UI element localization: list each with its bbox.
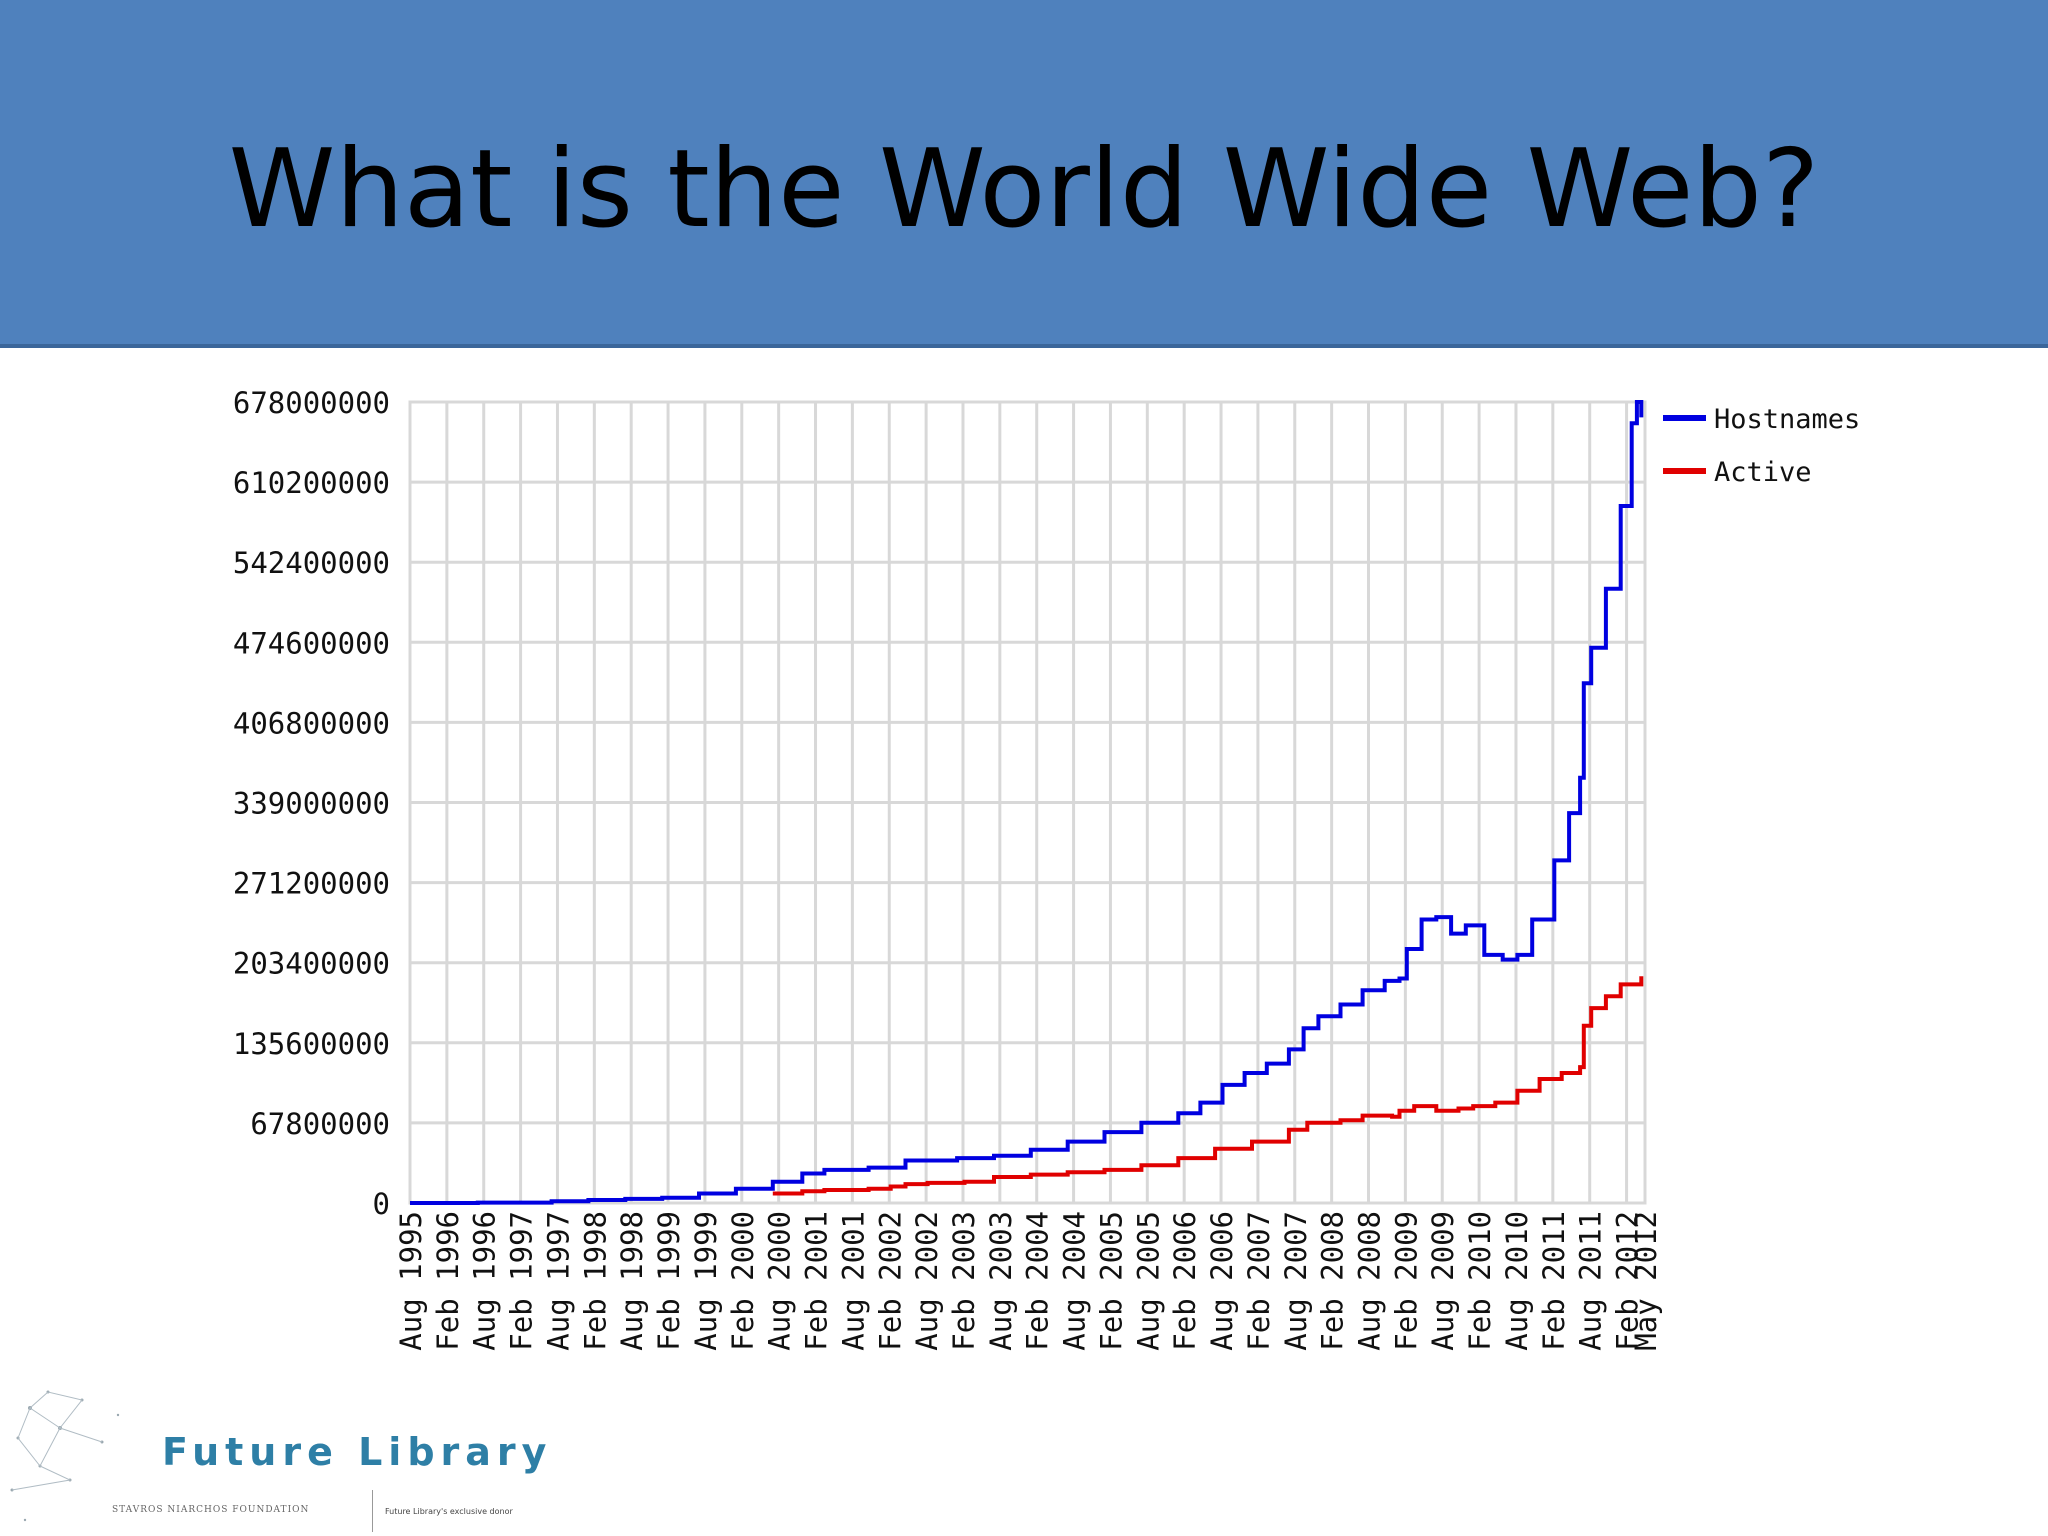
series-line-active <box>772 976 1644 1196</box>
x-tick-label: Feb 2012 <box>1611 1211 1645 1351</box>
x-tick-label: Feb 1998 <box>578 1211 612 1351</box>
hostname-growth-chart: 0 67800000 135600000 203400000 271200000 3390… <box>233 386 1860 1351</box>
series-line-hostnames <box>410 400 1644 1205</box>
x-tick-label: Feb 2005 <box>1094 1211 1128 1351</box>
x-axis-tick-labels: Aug 1995 Feb 1996 Aug 1996 Feb 1997 Aug 1997… <box>394 1211 1663 1351</box>
x-tick-label: Feb 1996 <box>431 1211 465 1351</box>
x-tick-label: Aug 2005 <box>1131 1211 1165 1351</box>
y-axis-tick-labels: 0 67800000 135600000 203400000 271200000 3390… <box>233 386 390 1221</box>
x-tick-label: Feb 2003 <box>947 1211 981 1351</box>
x-tick-label: Aug 2004 <box>1058 1211 1092 1351</box>
x-tick-label: Feb 2004 <box>1021 1211 1055 1351</box>
x-tick-label: Aug 2008 <box>1353 1211 1387 1351</box>
chart-legend: Hostnames Active <box>1663 404 1860 488</box>
x-tick-label: Aug 1995 <box>394 1211 428 1351</box>
x-tick-label: Aug 2001 <box>836 1211 870 1351</box>
x-tick-label: Feb 1997 <box>505 1211 539 1351</box>
x-tick-label: Aug 1999 <box>689 1211 723 1351</box>
y-tick-label: 339000000 <box>233 787 390 821</box>
x-tick-label: Aug 1996 <box>468 1211 502 1351</box>
donor-note: Future Library's exclusive donor <box>385 1507 513 1516</box>
x-tick-label: Aug 1997 <box>541 1211 575 1351</box>
legend-label-hostnames: Hostnames <box>1714 404 1860 435</box>
x-tick-label: Aug 1998 <box>615 1211 649 1351</box>
foundation-name: STAVROS NIARCHOS FOUNDATION <box>112 1505 310 1515</box>
x-tick-label: May 2012 <box>1629 1211 1663 1351</box>
y-tick-label: 0 <box>373 1187 390 1221</box>
legend-label-active: Active <box>1714 457 1812 488</box>
x-tick-label: Feb 2011 <box>1537 1211 1571 1351</box>
x-tick-label: Aug 2003 <box>984 1211 1018 1351</box>
x-tick-label: Feb 2007 <box>1242 1211 1276 1351</box>
x-tick-label: Feb 2006 <box>1168 1211 1202 1351</box>
y-tick-label: 474600000 <box>233 626 390 660</box>
x-tick-label: Aug 2009 <box>1426 1211 1460 1351</box>
x-tick-label: Aug 2002 <box>910 1211 944 1351</box>
chart-grid <box>408 400 1647 1205</box>
y-tick-label: 271200000 <box>233 867 390 901</box>
x-tick-label: Feb 2008 <box>1316 1211 1350 1351</box>
x-tick-label: Feb 2002 <box>873 1211 907 1351</box>
y-tick-label: 610200000 <box>233 466 390 500</box>
x-tick-label: Aug 2007 <box>1279 1211 1313 1351</box>
constellation-logo-icon <box>10 1390 120 1522</box>
x-tick-label: Aug 2011 <box>1574 1211 1608 1351</box>
slide-title: What is the World Wide Web? <box>228 127 1820 252</box>
x-tick-label: Feb 2009 <box>1389 1211 1423 1351</box>
x-tick-label: Aug 2000 <box>763 1211 797 1351</box>
footer-divider <box>372 1490 373 1532</box>
y-tick-label: 67800000 <box>250 1107 390 1141</box>
x-tick-label: Feb 2000 <box>726 1211 760 1351</box>
chart-series <box>410 400 1644 1205</box>
y-tick-label: 203400000 <box>233 947 390 981</box>
x-tick-label: Feb 1999 <box>652 1211 686 1351</box>
x-tick-label: Aug 2006 <box>1205 1211 1239 1351</box>
x-tick-label: Aug 2010 <box>1500 1211 1534 1351</box>
y-tick-label: 542400000 <box>233 546 390 580</box>
x-tick-label: Feb 2010 <box>1463 1211 1497 1351</box>
future-library-brand: Future Library <box>162 1430 553 1474</box>
y-tick-label: 678000000 <box>233 386 390 420</box>
x-tick-label: Feb 2001 <box>800 1211 834 1351</box>
y-tick-label: 406800000 <box>233 706 390 740</box>
title-bar: What is the World Wide Web? <box>0 0 2048 348</box>
y-tick-label: 135600000 <box>233 1027 390 1061</box>
